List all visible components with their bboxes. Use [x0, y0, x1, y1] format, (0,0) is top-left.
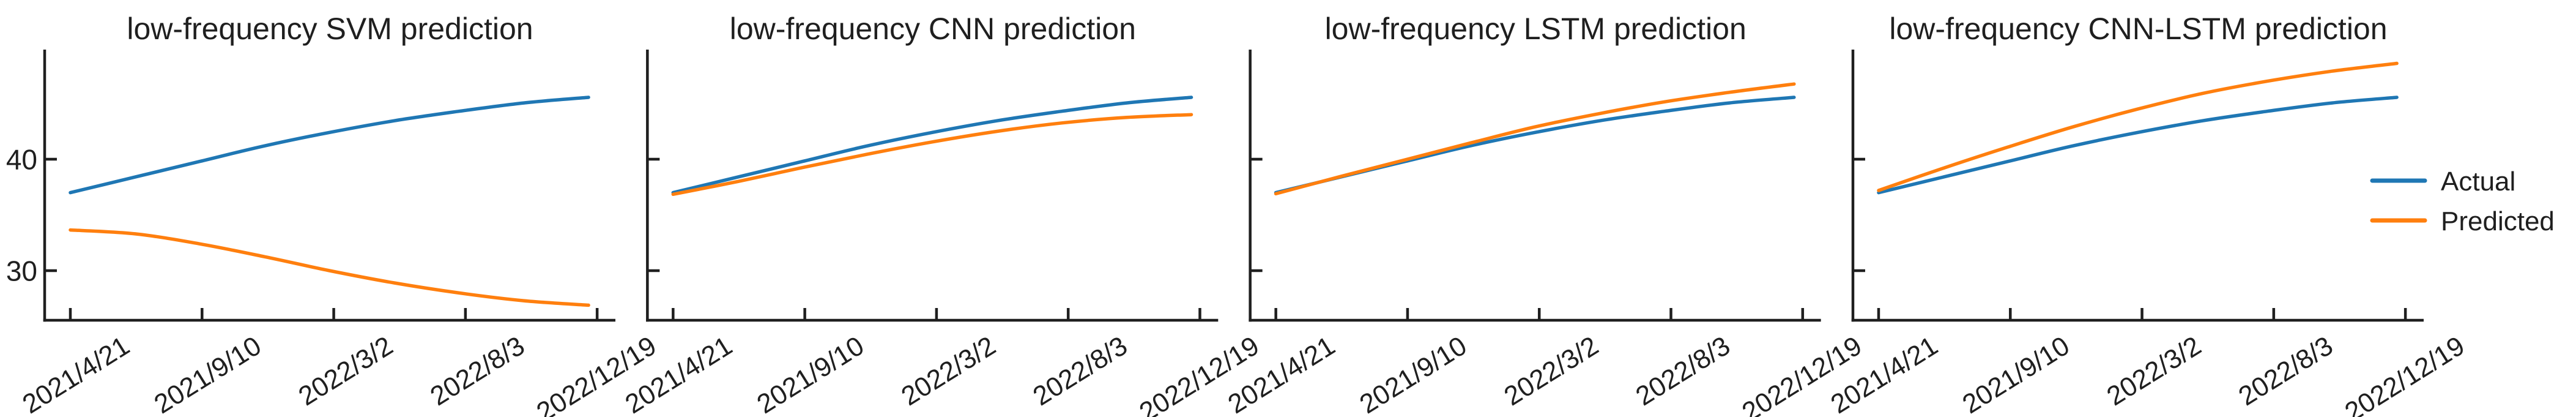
- panel-title: low-frequency LSTM prediction: [1325, 12, 1746, 46]
- x-tick-label: 2021/4/21: [17, 331, 135, 417]
- x-tick-label: 2021/9/10: [752, 331, 869, 417]
- series-line-actual: [69, 96, 590, 195]
- series-line-actual: [1274, 96, 1796, 195]
- x-tick-label: 2022/3/2: [896, 331, 1001, 411]
- panel-title: low-frequency SVM prediction: [127, 12, 533, 46]
- legend-label: Predicted: [2441, 206, 2555, 236]
- legend-item-actual: Actual: [2370, 167, 2515, 197]
- x-tick-label: 2022/8/3: [2233, 331, 2338, 411]
- x-tick-label: 2021/9/10: [149, 331, 267, 417]
- x-tick-label: 2022/8/3: [1028, 331, 1132, 411]
- legend-item-predicted: Predicted: [2370, 206, 2555, 236]
- y-tick-label: 30: [6, 255, 37, 287]
- x-tick-label: 2021/9/10: [1354, 331, 1472, 417]
- series-line-actual: [1877, 96, 2399, 195]
- x-tick-label: 2022/3/2: [2102, 331, 2207, 411]
- panel-0: low-frequency SVM prediction 40 30 2021/4/2…: [6, 12, 662, 417]
- legend: Actual Predicted: [2370, 167, 2555, 236]
- x-tick-label: 2022/8/3: [425, 331, 530, 411]
- x-tick-label: 2022/3/2: [294, 331, 398, 411]
- panel-title: low-frequency CNN-LSTM prediction: [1889, 12, 2387, 46]
- series-line-predicted: [1877, 61, 2399, 192]
- y-tick-label: 40: [6, 144, 37, 176]
- legend-label: Actual: [2441, 167, 2515, 197]
- panel-3: low-frequency CNN-LSTM prediction2021/4/…: [1825, 12, 2470, 417]
- x-tick-label: 2022/8/3: [1631, 331, 1735, 411]
- series-line-predicted: [69, 228, 590, 307]
- x-tick-label: 2021/9/10: [1958, 331, 2075, 417]
- series-line-predicted: [671, 113, 1193, 197]
- panel-title: low-frequency CNN prediction: [730, 12, 1136, 46]
- series-line-actual: [671, 96, 1193, 195]
- x-tick-label: 2022/12/19: [2340, 331, 2470, 417]
- x-tick-label: 2022/3/2: [1499, 331, 1603, 411]
- series-line-predicted: [1274, 82, 1796, 196]
